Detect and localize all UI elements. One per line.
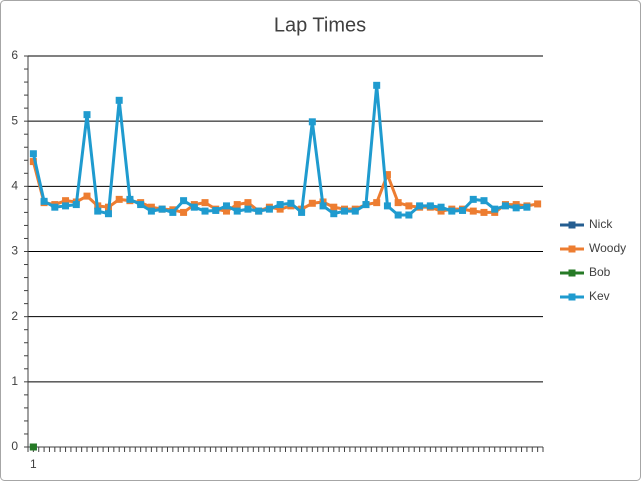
point-marker: [480, 197, 488, 205]
point-marker: [180, 197, 188, 205]
point-marker: [523, 203, 531, 211]
point-marker: [158, 205, 166, 213]
point-marker: [362, 201, 370, 209]
point-marker: [308, 118, 316, 126]
legend-label: Kev: [589, 289, 610, 303]
point-marker: [212, 206, 220, 214]
point-marker: [126, 195, 134, 203]
point-marker: [29, 150, 37, 158]
y-tick-label: 3: [11, 244, 18, 258]
legend-label: Bob: [589, 265, 611, 279]
point-marker: [201, 199, 209, 207]
point-marker: [190, 203, 198, 211]
point-marker: [437, 207, 445, 215]
y-tick-label: 4: [11, 179, 18, 193]
point-marker: [233, 207, 241, 215]
point-marker: [534, 200, 542, 208]
point-marker: [83, 111, 91, 119]
legend-label: Nick: [589, 217, 613, 231]
point-marker: [115, 96, 123, 104]
point-marker: [298, 208, 306, 216]
point-marker: [83, 192, 91, 200]
point-marker: [405, 211, 413, 219]
point-marker: [169, 208, 177, 216]
point-marker: [330, 210, 338, 218]
point-marker: [137, 201, 145, 209]
point-marker: [469, 195, 477, 203]
point-marker: [480, 208, 488, 216]
point-marker: [276, 205, 284, 213]
point-marker: [469, 207, 477, 215]
point-marker: [29, 443, 37, 451]
point-marker: [201, 207, 209, 215]
point-marker: [115, 195, 123, 203]
point-marker: [287, 199, 295, 207]
chart-title: Lap Times: [274, 14, 366, 36]
point-marker: [244, 205, 252, 213]
point-marker: [341, 207, 349, 215]
point-marker: [147, 207, 155, 215]
legend-marker: [568, 221, 576, 229]
point-marker: [373, 199, 381, 207]
point-marker: [394, 199, 402, 207]
point-marker: [351, 207, 359, 215]
point-marker: [244, 199, 252, 207]
point-marker: [459, 206, 467, 214]
legend-marker: [568, 245, 576, 253]
point-marker: [501, 202, 509, 210]
point-marker: [51, 203, 59, 211]
point-marker: [104, 210, 112, 218]
point-marker: [255, 207, 263, 215]
point-marker: [222, 207, 230, 215]
legend-marker: [568, 293, 576, 301]
point-marker: [319, 202, 327, 210]
point-marker: [373, 81, 381, 89]
legend-marker: [568, 269, 576, 277]
point-marker: [29, 158, 37, 166]
point-marker: [180, 208, 188, 216]
y-tick-label: 6: [11, 48, 18, 62]
point-marker: [40, 197, 48, 205]
point-marker: [308, 199, 316, 207]
point-marker: [437, 203, 445, 211]
point-marker: [383, 171, 391, 179]
point-marker: [72, 201, 80, 209]
point-marker: [448, 207, 456, 215]
y-tick-label: 2: [11, 309, 18, 323]
point-marker: [491, 205, 499, 213]
y-tick-label: 5: [11, 113, 18, 127]
point-marker: [512, 204, 520, 212]
point-marker: [394, 211, 402, 219]
point-marker: [62, 202, 70, 210]
point-marker: [62, 197, 70, 205]
point-marker: [405, 202, 413, 210]
point-marker: [233, 201, 241, 209]
point-marker: [426, 202, 434, 210]
point-marker: [330, 203, 338, 211]
point-marker: [383, 202, 391, 210]
point-marker: [147, 203, 155, 211]
point-marker: [276, 201, 284, 209]
legend-label: Woody: [589, 241, 626, 255]
x-tick-label: 1: [30, 457, 37, 471]
y-tick-label: 0: [11, 439, 18, 453]
point-marker: [265, 205, 273, 213]
point-marker: [222, 202, 230, 210]
point-marker: [416, 202, 424, 210]
y-tick-label: 1: [11, 374, 18, 388]
point-marker: [94, 207, 102, 215]
